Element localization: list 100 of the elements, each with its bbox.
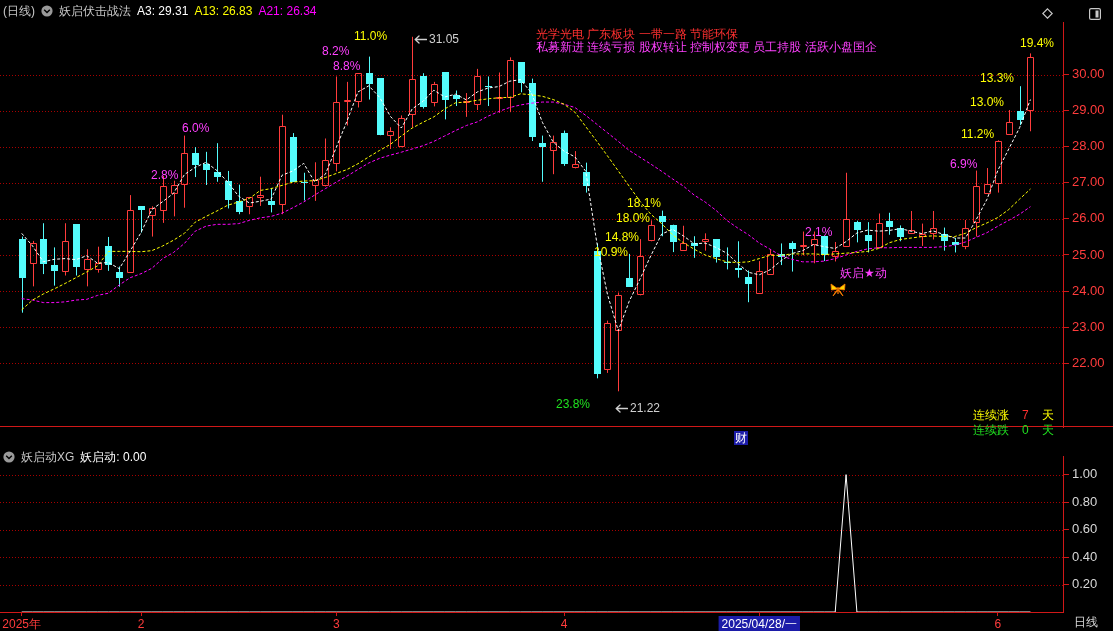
candlestick [40,222,47,275]
candlestick [865,221,872,253]
candlestick [973,170,980,238]
candlestick [659,210,666,237]
x-tick-label: 6 [994,616,1002,631]
candlestick [257,176,264,207]
annotation: 8.8% [333,59,361,73]
y-tick-label: 26.00 [1072,210,1105,226]
candlestick [930,210,937,240]
annotation: 31.05 [429,32,460,46]
candlestick [30,240,37,287]
candlestick [246,197,253,215]
candlestick [171,180,178,217]
annotation: 连续跌 0 天 [973,423,1054,437]
candlestick [322,137,329,186]
annotation: 11.2% [961,127,995,141]
annotation: 2.1% [805,225,833,239]
y-tick-label: 0.40 [1072,548,1098,564]
candlestick [387,126,394,150]
y-tick-label: 0.80 [1072,493,1098,509]
annotation: 14.8% [605,230,640,244]
candlestick [1027,52,1034,132]
candlestick [409,36,416,129]
candlestick [962,219,969,250]
x-tick-label: 2 [137,616,145,631]
annotation: 18.1% [627,196,662,210]
candlestick [550,135,557,175]
candlestick [604,320,611,374]
text: A3: 29.31 [137,3,189,19]
x-tick-label: 2025年 [2,616,42,631]
candlestick [648,219,655,241]
candlestick [236,184,243,215]
candlestick [485,75,492,107]
y-tick-label: 29.00 [1072,102,1105,118]
candlestick [735,240,742,279]
candlestick [745,269,752,303]
candlestick [626,253,633,287]
y-tick-label: 28.00 [1072,138,1105,154]
candlestick [702,232,709,252]
y-tick-label: 0.60 [1072,521,1098,537]
y-tick-label: 23.00 [1072,318,1105,334]
candlestick [225,170,232,209]
candlestick [518,62,525,93]
candlestick [843,172,850,247]
candlestick [789,240,796,273]
candlestick [984,167,991,194]
candlestick [366,56,373,101]
candlestick [181,135,188,209]
candlestick [19,236,26,314]
y-tick-label: 22.00 [1072,354,1105,370]
candlestick [333,75,340,172]
candlestick [886,212,893,236]
candlestick [821,236,828,262]
annotation: 6.0% [182,121,210,135]
annotation: 私募新进 连续亏损 股权转让 控制权变更 员工持股 活跃小盘国企 [536,40,877,54]
chart-title: 妖启伏击战法 [59,3,131,19]
candlestick [51,246,58,287]
candlestick [1017,85,1024,126]
annotation: 8.2% [322,44,350,58]
text: 财 [734,431,748,445]
y-tick-label: 24.00 [1072,282,1105,298]
candlestick [561,130,568,167]
candlestick [344,81,351,126]
y-tick-label: 0.20 [1072,576,1098,592]
annotation: 19.4% [1020,36,1055,50]
x-tick-label: 4 [560,616,568,631]
candlestick [149,205,156,238]
annotation: 光学光电 广东板块 一带一路 节能环保 [536,27,738,41]
candlestick [539,135,546,183]
annotation: 18.0% [616,211,651,225]
candlestick [105,236,112,272]
candlestick [615,291,622,392]
y-tick-label: 25.00 [1072,246,1105,262]
candlestick [84,248,91,287]
text: A21: 26.34 [258,3,317,19]
candlestick [62,222,69,277]
candlestick [713,239,720,264]
y-tick-label: 27.00 [1072,174,1105,190]
annotation: 13.3% [980,71,1015,85]
annotation: 6.9% [950,157,978,171]
annotation: 妖启★动 [840,266,887,280]
x-tick-label: 3 [332,616,340,631]
text: 日线 [1074,615,1098,629]
candlestick [529,78,536,142]
candlestick [301,172,308,202]
candlestick [420,72,427,110]
candlestick [127,194,134,273]
chart-subtitle: (日线) [3,3,35,19]
candlestick [312,161,319,202]
candlestick [507,56,514,113]
candlestick [203,151,210,186]
text: A13: 26.83 [194,3,253,19]
y-tick-label: 1.00 [1072,466,1098,482]
candlestick [756,260,763,294]
candlestick [995,141,1002,194]
candlestick [268,187,275,213]
chart-title: 妖启动XG [21,449,75,465]
candlestick [637,238,644,295]
annotation: 11.0% [354,29,388,43]
candlestick [876,213,883,248]
